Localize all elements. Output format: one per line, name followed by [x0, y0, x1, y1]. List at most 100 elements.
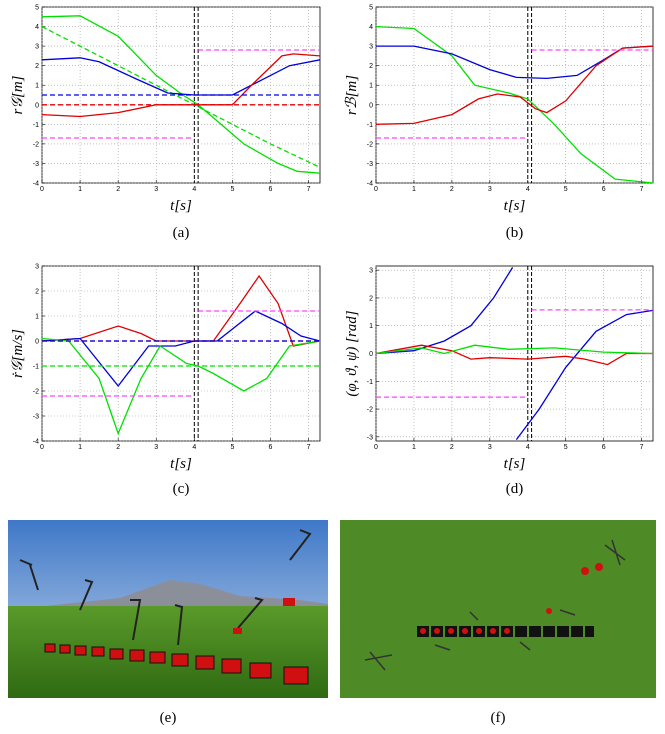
x-tick-label: 0	[374, 186, 378, 193]
x-tick-label: 0	[40, 444, 44, 451]
x-tick-label: 2	[450, 186, 454, 193]
y-tick-label: -2	[33, 141, 39, 148]
x-tick-label: 6	[602, 444, 606, 451]
y-tick-label: -2	[33, 389, 39, 396]
y-tick-label: 2	[369, 63, 373, 70]
x-axis-label: t[s]	[504, 456, 526, 472]
y-tick-label: -3	[33, 161, 39, 168]
x-tick-label: 3	[488, 186, 492, 193]
y-tick-label: -4	[367, 181, 373, 188]
plot-content	[376, 7, 653, 183]
chart: 0 1 2 3 4 5 6 7 -4 -3 -2 -1 0 1 2 3 4 5 t[s] r𝒢[m] (a)	[10, 5, 321, 241]
x-tick-label: 3	[154, 444, 158, 451]
y-tick-label: 3	[369, 44, 373, 51]
simulation-image-e	[8, 520, 328, 698]
x-tick-label: 5	[230, 186, 234, 193]
caption: (a)	[173, 225, 190, 241]
x-tick-label: 7	[640, 186, 644, 193]
x-tick-label: 4	[192, 444, 196, 451]
x-tick-label: 4	[526, 186, 530, 193]
y-tick-label: 0	[35, 102, 39, 109]
y-tick-label: -2	[367, 141, 373, 148]
x-tick-label: 1	[78, 186, 82, 193]
y-tick-label: 3	[35, 264, 39, 271]
x-tick-label: 6	[269, 444, 273, 451]
data-line	[376, 45, 653, 125]
x-axis-label: t[s]	[504, 198, 526, 214]
x-tick-label: 3	[488, 444, 492, 451]
y-tick-label: 3	[369, 268, 373, 275]
y-tick-label: -2	[367, 407, 373, 414]
x-tick-label: 4	[192, 186, 196, 193]
x-tick-label: 5	[230, 444, 234, 451]
x-tick-label: 2	[450, 444, 454, 451]
y-tick-label: 1	[369, 323, 373, 330]
chart: 0 1 2 3 4 5 6 7 -3 -2 -1 0 1 2 3 t[s] (φ, ϑ, ψ) [rad] (d)	[344, 265, 654, 497]
y-tick-label: -4	[33, 439, 39, 446]
y-tick-label: 3	[35, 44, 39, 51]
data-line	[42, 310, 320, 397]
x-tick-label: 6	[602, 186, 606, 193]
y-tick-label: -3	[33, 414, 39, 421]
caption: (c)	[173, 481, 190, 497]
data-line	[376, 49, 653, 139]
y-tick-label: 1	[369, 83, 373, 90]
y-tick-label: 0	[369, 102, 373, 109]
plot-content	[42, 7, 320, 183]
y-tick-label: -4	[33, 181, 39, 188]
x-tick-label: 1	[412, 186, 416, 193]
x-tick-label: 7	[307, 186, 311, 193]
caption: (b)	[506, 225, 524, 241]
x-tick-label: 7	[307, 444, 311, 451]
plot-content	[376, 266, 653, 441]
y-tick-label: 0	[35, 339, 39, 346]
plot-content	[42, 266, 320, 441]
y-tick-label: 1	[35, 314, 39, 321]
y-tick-label: 2	[369, 295, 373, 302]
y-tick-label: -1	[33, 122, 39, 129]
y-tick-label: -1	[367, 379, 373, 386]
data-line	[42, 57, 320, 96]
plot-area	[41, 265, 321, 442]
y-tick-label: 1	[35, 83, 39, 90]
y-tick-label: -3	[367, 161, 373, 168]
y-tick-label: 2	[35, 63, 39, 70]
data-line	[42, 337, 320, 436]
y-tick-label: 4	[35, 24, 39, 31]
data-line	[376, 344, 653, 355]
chart: 0 1 2 3 4 5 6 7 -4 -3 -2 -1 0 1 2 3 4 5 t[s] rℬ[m] (b)	[344, 5, 654, 241]
y-axis-label: (φ, ϑ, ψ) [rad]	[344, 310, 360, 396]
x-tick-label: 2	[116, 186, 120, 193]
x-tick-label: 1	[412, 444, 416, 451]
x-tick-label: 3	[154, 186, 158, 193]
x-tick-label: 2	[116, 444, 120, 451]
x-axis-label: t[s]	[170, 198, 192, 214]
x-tick-label: 6	[269, 186, 273, 193]
y-tick-label: 0	[369, 351, 373, 358]
x-tick-label: 5	[564, 186, 568, 193]
x-tick-label: 5	[564, 444, 568, 451]
data-line	[376, 267, 653, 440]
data-line	[376, 344, 653, 366]
y-tick-label: 5	[369, 5, 373, 12]
data-line	[42, 49, 320, 139]
y-axis-label: rℬ[m]	[344, 75, 360, 115]
chart: 0 1 2 3 4 5 6 7 -4 -3 -2 -1 0 1 2 3 t[s] ṙ𝒢[m/s] (c)	[10, 264, 321, 497]
simulation-image-f	[340, 520, 656, 698]
y-tick-label: 4	[369, 24, 373, 31]
x-tick-label: 0	[374, 444, 378, 451]
data-line	[376, 309, 653, 398]
x-tick-label: 7	[640, 444, 644, 451]
data-line	[376, 25, 653, 183]
caption: (f)	[491, 710, 506, 726]
y-axis-label: r𝒢[m]	[10, 75, 26, 114]
x-axis-label: t[s]	[170, 456, 192, 472]
y-tick-label: -1	[33, 364, 39, 371]
caption: (d)	[506, 481, 524, 497]
x-tick-label: 0	[40, 186, 44, 193]
caption: (e)	[160, 710, 177, 726]
x-tick-label: 4	[526, 444, 530, 451]
y-tick-label: 5	[35, 5, 39, 12]
